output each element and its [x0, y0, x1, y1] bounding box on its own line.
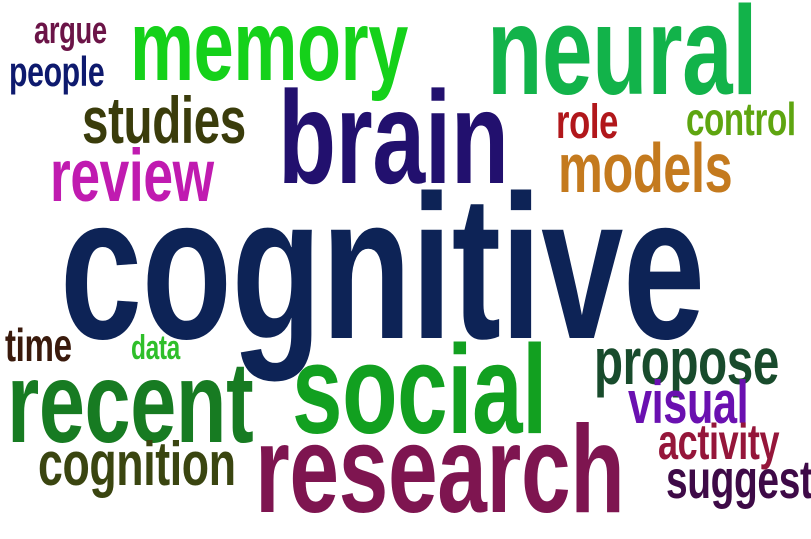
word-control: control	[686, 93, 796, 145]
word-time: time	[5, 319, 72, 371]
word-social: social	[292, 319, 548, 460]
word-role: role	[556, 96, 618, 149]
word-cloud: argue people memory neural studies brain…	[5, 0, 811, 532]
word-argue: argue	[34, 10, 107, 52]
word-review: review	[50, 134, 214, 217]
word-models: models	[558, 129, 733, 207]
word-brain: brain	[278, 64, 509, 211]
word-research: research	[255, 401, 625, 539]
word-activity: activity	[658, 414, 780, 470]
word-cognitive: cognitive	[60, 153, 705, 382]
word-neural: neural	[487, 0, 758, 121]
word-visual: visual	[628, 369, 749, 436]
word-data: data	[131, 329, 180, 367]
word-memory: memory	[130, 0, 408, 102]
word-people: people	[9, 48, 105, 95]
word-cognition: cognition	[38, 430, 236, 499]
word-studies: studies	[82, 83, 246, 157]
word-propose: propose	[594, 324, 779, 398]
word-suggest: suggest	[666, 450, 811, 510]
word-recent: recent	[7, 339, 254, 467]
